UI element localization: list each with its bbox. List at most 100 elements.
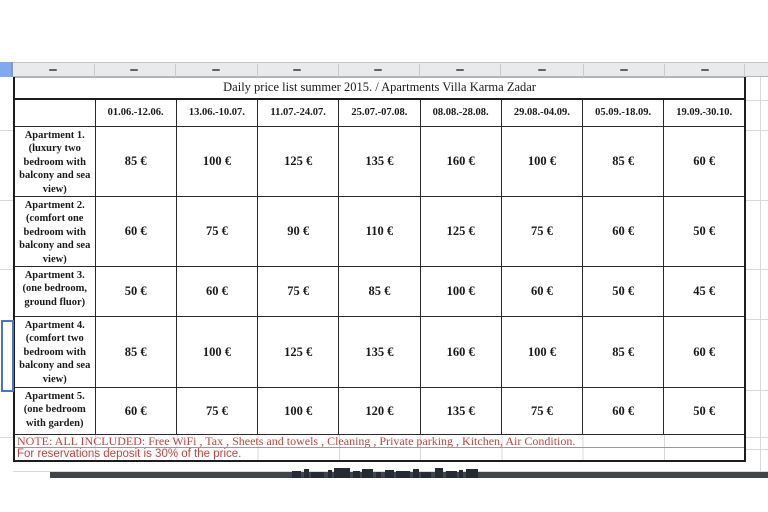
- price-cell[interactable]: 135 €: [419, 387, 502, 436]
- column-divider: [338, 64, 339, 77]
- price-cell[interactable]: 60 €: [581, 387, 665, 436]
- column-divider: [94, 64, 95, 77]
- price-cell[interactable]: 75 €: [175, 387, 259, 436]
- price-cell[interactable]: 100 €: [175, 316, 259, 389]
- gridline: [744, 319, 768, 320]
- price-cell[interactable]: 110 €: [338, 196, 421, 268]
- selected-cell-outline[interactable]: [1, 320, 14, 392]
- price-cell[interactable]: 60 €: [500, 266, 584, 318]
- gridline: [744, 200, 768, 201]
- clipped-text-fragment: [328, 470, 332, 478]
- column-divider: [500, 64, 501, 77]
- price-cell[interactable]: 135 €: [338, 125, 421, 198]
- clipped-column-letter: [538, 69, 546, 71]
- table-row: Apartment 2. (comfort one bedroom with b…: [13, 196, 746, 268]
- price-cell[interactable]: 125 €: [256, 125, 340, 198]
- clipped-text-fragment: [421, 472, 431, 478]
- price-cell[interactable]: 60 €: [94, 196, 177, 268]
- gridline: [0, 130, 13, 131]
- table-row: Apartment 4. (comfort two bedroom with b…: [13, 316, 746, 389]
- apartment-label-cell[interactable]: Apartment 5. (one bedroom with garden): [13, 387, 96, 436]
- price-cell[interactable]: 50 €: [94, 266, 177, 318]
- price-cell[interactable]: 75 €: [500, 387, 584, 436]
- clipped-text-fragment: [446, 471, 457, 478]
- gridline: [0, 437, 13, 438]
- gridline: [744, 390, 768, 391]
- price-cell[interactable]: 125 €: [419, 196, 502, 268]
- price-cell[interactable]: 60 €: [175, 266, 259, 318]
- clipped-text-fragment: [334, 468, 350, 478]
- column-divider: [175, 64, 176, 77]
- clipped-column-letter: [49, 69, 57, 71]
- price-cell[interactable]: 85 €: [94, 316, 177, 389]
- corner-cell[interactable]: [0, 62, 13, 77]
- price-table: Daily price list summer 2015. / Apartmen…: [13, 77, 747, 463]
- price-cell[interactable]: 120 €: [338, 387, 421, 436]
- price-cell[interactable]: 160 €: [419, 316, 502, 389]
- price-cell[interactable]: 85 €: [581, 125, 665, 198]
- price-cell[interactable]: 100 €: [175, 125, 259, 198]
- clipped-text-fragment: [435, 468, 443, 478]
- price-cell[interactable]: 100 €: [500, 316, 584, 389]
- price-cell[interactable]: 50 €: [663, 387, 746, 436]
- clipped-text-fragment: [376, 472, 381, 478]
- clipped-column-letter: [701, 69, 709, 71]
- date-header-cell[interactable]: 13.06.-10.07.: [175, 98, 259, 127]
- clipped-text-fragment: [292, 471, 301, 478]
- date-header-cell[interactable]: 08.08.-28.08.: [419, 98, 502, 127]
- gridline: [744, 100, 768, 101]
- price-cell[interactable]: 50 €: [581, 266, 665, 318]
- price-cell[interactable]: 125 €: [256, 316, 340, 389]
- price-cell[interactable]: 90 €: [256, 196, 340, 268]
- table-row: Apartment 3. (one bedroom, ground fluor)…: [13, 266, 746, 318]
- price-cell[interactable]: 160 €: [419, 125, 502, 198]
- price-cell[interactable]: 85 €: [94, 125, 177, 198]
- price-cell[interactable]: 60 €: [94, 387, 177, 436]
- gridline: [744, 437, 768, 438]
- price-cell[interactable]: 60 €: [581, 196, 665, 268]
- clipped-text-fragment: [311, 472, 324, 478]
- price-cell[interactable]: 60 €: [663, 125, 746, 198]
- table-row: Daily price list summer 2015. / Apartmen…: [13, 77, 746, 100]
- date-header-cell[interactable]: 01.06.-12.06.: [94, 98, 177, 127]
- gridline: [744, 269, 768, 270]
- date-header-cell[interactable]: 29.08.-04.09.: [500, 98, 584, 127]
- price-cell[interactable]: 85 €: [338, 266, 421, 318]
- column-header-band[interactable]: [0, 62, 768, 77]
- date-header-cell[interactable]: 11.07.-24.07.: [256, 98, 340, 127]
- price-cell[interactable]: 100 €: [256, 387, 340, 436]
- price-cell[interactable]: 50 €: [663, 196, 746, 268]
- clipped-text-fragment: [413, 469, 419, 478]
- clipped-column-letter: [456, 69, 464, 71]
- price-cell[interactable]: 135 €: [338, 316, 421, 389]
- note-cell[interactable]: NOTE: ALL INCLUDED: Free WiFi , Tax , Sh…: [13, 434, 746, 449]
- price-cell[interactable]: 45 €: [663, 266, 746, 318]
- apartment-label-cell[interactable]: Apartment 2. (comfort one bedroom with b…: [13, 196, 96, 268]
- price-cell[interactable]: 85 €: [581, 316, 665, 389]
- clipped-text-fragment: [385, 470, 394, 478]
- price-cell[interactable]: 75 €: [175, 196, 259, 268]
- price-cell[interactable]: 100 €: [500, 125, 584, 198]
- apartment-label-cell[interactable]: Apartment 3. (one bedroom, ground fluor): [13, 266, 96, 318]
- date-header-cell[interactable]: 19.09.-30.10.: [663, 98, 746, 127]
- clipped-logo-text: [292, 468, 508, 478]
- price-cell[interactable]: 60 €: [663, 316, 746, 389]
- deposit-note-cell[interactable]: For reservations deposit is 30% of the p…: [13, 447, 746, 462]
- table-row: For reservations deposit is 30% of the p…: [13, 447, 746, 462]
- gridline: [0, 269, 13, 270]
- date-header-cell[interactable]: 25.07.-07.08.: [338, 98, 421, 127]
- column-divider: [744, 64, 745, 77]
- clipped-text-fragment: [466, 469, 478, 478]
- date-header-cell[interactable]: 05.09.-18.09.: [581, 98, 665, 127]
- price-cell[interactable]: 100 €: [419, 266, 502, 318]
- table-row: Apartment 1. (luxury two bedroom with ba…: [13, 125, 746, 198]
- clipped-text-fragment: [459, 470, 463, 478]
- empty-header-cell[interactable]: [13, 98, 96, 127]
- apartment-label-cell[interactable]: Apartment 4. (comfort two bedroom with b…: [13, 316, 96, 389]
- price-cell[interactable]: 75 €: [256, 266, 340, 318]
- title-cell[interactable]: Daily price list summer 2015. / Apartmen…: [13, 77, 746, 100]
- gridline: [744, 449, 768, 450]
- price-cell[interactable]: 75 €: [500, 196, 584, 268]
- apartment-label-cell[interactable]: Apartment 1. (luxury two bedroom with ba…: [13, 125, 96, 198]
